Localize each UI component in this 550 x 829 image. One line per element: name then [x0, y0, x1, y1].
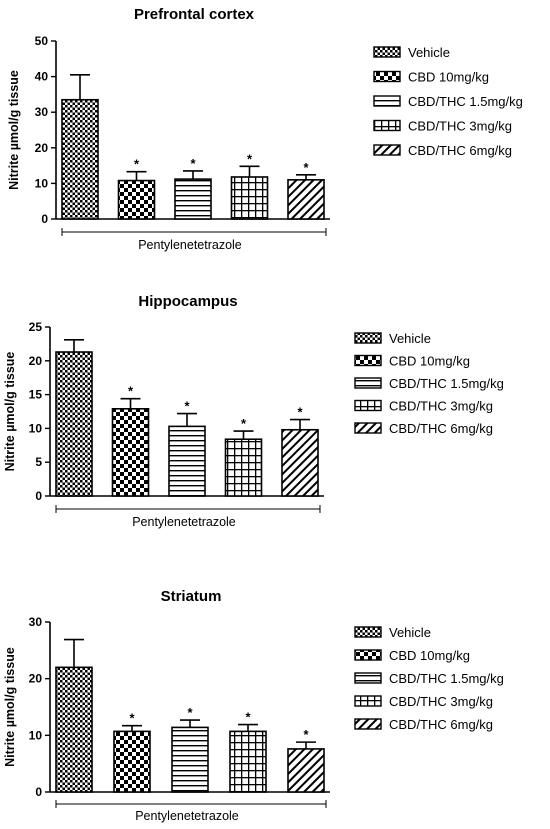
bar-4	[287, 179, 325, 220]
chart-title: Striatum	[161, 588, 222, 605]
legend-label: CBD/THC 3mg/kg	[408, 119, 512, 134]
significance-marker: *	[303, 160, 309, 175]
legend-swatch-0	[354, 626, 382, 638]
legend-swatch-1	[354, 649, 382, 661]
y-axis-label: Nitrite µmol/g tissue	[7, 70, 21, 190]
bar-0	[61, 98, 99, 220]
bar-2	[174, 178, 212, 220]
bar-2	[168, 425, 206, 497]
significance-marker: *	[303, 727, 309, 742]
y-tick-label: 10	[35, 176, 49, 190]
legend-label: Vehicle	[408, 45, 450, 60]
group-label: Pentylenetetrazole	[138, 238, 242, 252]
bar-2	[171, 726, 209, 793]
legend-swatch-1	[354, 354, 382, 367]
bar-1	[111, 407, 150, 497]
y-tick-label: 15	[29, 388, 43, 402]
legend-swatch-2	[354, 377, 382, 389]
y-tick-label: 30	[29, 615, 43, 629]
legend-swatch-4	[354, 422, 382, 434]
legend-label: CBD/THC 1.5mg/kg	[389, 671, 504, 686]
y-tick-label: 40	[35, 70, 49, 84]
chart-title: Hippocampus	[138, 293, 237, 310]
significance-marker: *	[128, 384, 134, 399]
legend-label: CBD/THC 3mg/kg	[389, 694, 493, 709]
significance-marker: *	[184, 399, 190, 414]
legend-swatch-4	[373, 144, 401, 156]
y-tick-label: 10	[29, 728, 43, 742]
y-tick-label: 20	[29, 354, 43, 368]
legend-label: CBD/THC 3mg/kg	[389, 399, 493, 414]
legend-label: Vehicle	[389, 625, 431, 640]
chart-panel: Prefrontal cortex Nitrite µmol/g tissue 0 1…	[7, 6, 523, 252]
legend-swatch-4	[354, 718, 382, 730]
legend-label: CBD/THC 6mg/kg	[389, 421, 493, 436]
significance-marker: *	[247, 151, 253, 166]
y-tick-label: 20	[29, 672, 43, 686]
legend-label: CBD/THC 1.5mg/kg	[408, 94, 523, 109]
legend-label: CBD 10mg/kg	[408, 70, 489, 85]
chart-panel: Striatum Nitrite µmol/g tissue 0 10 20 30 * * * *…	[3, 588, 504, 823]
group-label: Pentylenetetrazole	[132, 515, 236, 529]
y-tick-label: 50	[35, 34, 49, 48]
legend-swatch-2	[373, 95, 401, 107]
bar-3	[224, 438, 263, 497]
bar-0	[55, 351, 93, 497]
significance-marker: *	[190, 156, 196, 171]
legend-label: CBD 10mg/kg	[389, 354, 470, 369]
y-tick-label: 5	[35, 455, 42, 469]
y-tick-label: 0	[35, 489, 42, 503]
legend-swatch-3	[373, 119, 401, 132]
significance-marker: *	[241, 416, 247, 431]
legend-swatch-0	[354, 332, 382, 344]
legend-swatch-2	[354, 672, 382, 684]
group-label: Pentylenetetrazole	[135, 809, 239, 823]
significance-marker: *	[187, 705, 193, 720]
bar-1	[113, 730, 151, 793]
y-tick-label: 25	[29, 320, 43, 334]
bar-1	[117, 179, 156, 220]
significance-marker: *	[134, 157, 140, 172]
chart-title: Prefrontal cortex	[134, 6, 255, 23]
bar-3	[230, 176, 269, 220]
y-axis-label: Nitrite µmol/g tissue	[3, 647, 17, 767]
y-tick-label: 0	[35, 785, 42, 799]
y-tick-label: 0	[41, 212, 48, 226]
significance-marker: *	[297, 405, 303, 420]
bar-0	[55, 666, 93, 793]
significance-marker: *	[129, 711, 135, 726]
significance-marker: *	[245, 710, 251, 725]
y-axis-label: Nitrite µmol/g tissue	[3, 352, 17, 472]
y-tick-label: 10	[29, 421, 43, 435]
legend-label: Vehicle	[389, 331, 431, 346]
legend-label: CBD/THC 6mg/kg	[408, 143, 512, 158]
legend-swatch-3	[354, 399, 382, 412]
legend-label: CBD 10mg/kg	[389, 648, 470, 663]
chart-panel: Hippocampus Nitrite µmol/g tissue 0 5 10 15 20…	[3, 293, 504, 529]
legend-swatch-1	[373, 70, 401, 83]
bar-4	[281, 428, 319, 497]
y-tick-label: 20	[35, 141, 49, 155]
legend-label: CBD/THC 6mg/kg	[389, 717, 493, 732]
bar-3	[229, 730, 267, 793]
legend-swatch-3	[354, 695, 382, 707]
legend-label: CBD/THC 1.5mg/kg	[389, 376, 504, 391]
bar-4	[287, 748, 325, 793]
y-tick-label: 30	[35, 105, 49, 119]
legend-swatch-0	[373, 46, 401, 58]
